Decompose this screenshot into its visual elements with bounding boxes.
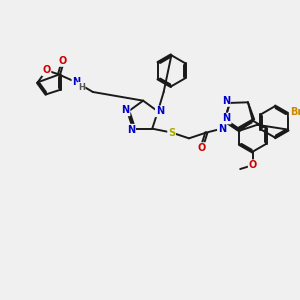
Text: N: N xyxy=(127,124,135,135)
Text: N: N xyxy=(218,124,226,134)
Text: O: O xyxy=(59,56,67,66)
Text: O: O xyxy=(197,143,206,153)
Text: N: N xyxy=(222,96,230,106)
Text: Br: Br xyxy=(290,107,300,117)
Text: N: N xyxy=(72,77,80,87)
Text: O: O xyxy=(42,65,50,75)
Text: N: N xyxy=(156,106,164,116)
Text: N: N xyxy=(223,113,231,124)
Text: N: N xyxy=(122,105,130,116)
Text: O: O xyxy=(249,160,257,170)
Text: S: S xyxy=(168,128,175,137)
Text: H: H xyxy=(78,82,85,91)
